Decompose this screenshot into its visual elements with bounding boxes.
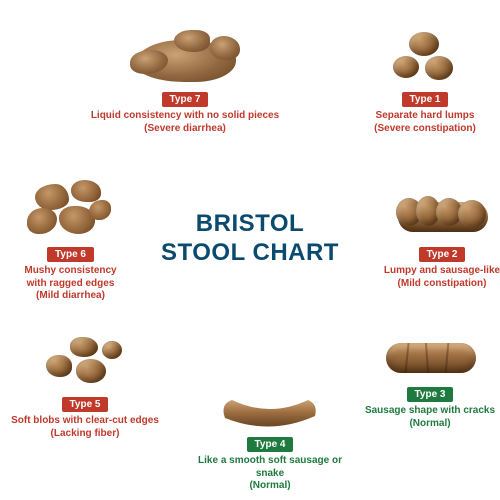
type-4-badge: Type 4 xyxy=(247,437,294,452)
type-7: Type 7 Liquid consistency with no solid … xyxy=(90,30,280,135)
type-2-desc-2: (Mild constipation) xyxy=(372,278,500,291)
type-1-illustration xyxy=(385,30,465,85)
type-1-desc-2: (Severe constipation) xyxy=(355,123,495,136)
type-4-desc-2: (Normal) xyxy=(185,480,355,493)
type-1-desc-1: Separate hard lumps xyxy=(355,110,495,123)
type-5: Type 5 Soft blobs with clear-cut edges (… xyxy=(10,335,160,440)
title-line-1: BRISTOL xyxy=(150,210,350,239)
type-3-illustration xyxy=(380,335,480,380)
type-1: Type 1 Separate hard lumps (Severe const… xyxy=(355,30,495,135)
type-3-badge: Type 3 xyxy=(407,387,454,402)
type-6-illustration xyxy=(23,180,118,240)
type-5-desc-1: Soft blobs with clear-cut edges xyxy=(10,415,160,428)
type-2-badge: Type 2 xyxy=(419,247,466,262)
type-5-badge: Type 5 xyxy=(62,397,109,412)
type-6-desc-1: Mushy consistency xyxy=(0,265,143,278)
chart-title: BRISTOL STOOL CHART xyxy=(150,210,350,268)
type-5-desc-2: (Lacking fiber) xyxy=(10,428,160,441)
type-5-illustration xyxy=(40,335,130,390)
type-6-badge: Type 6 xyxy=(47,247,94,262)
type-7-badge: Type 7 xyxy=(162,92,209,107)
type-3-desc-2: (Normal) xyxy=(360,418,500,431)
title-line-2: STOOL CHART xyxy=(150,239,350,268)
type-3: Type 3 Sausage shape with cracks (Normal… xyxy=(360,335,500,430)
type-7-desc-2: (Severe diarrhea) xyxy=(90,123,280,136)
type-4: Type 4 Like a smooth soft sausage or sna… xyxy=(185,380,355,493)
type-2: Type 2 Lumpy and sausage-like (Mild cons… xyxy=(372,190,500,290)
type-6-desc-3: (Mild diarrhea) xyxy=(0,290,143,303)
type-7-illustration xyxy=(130,30,240,85)
type-6: Type 6 Mushy consistency with ragged edg… xyxy=(0,180,143,303)
type-4-illustration xyxy=(210,380,330,430)
type-3-desc-1: Sausage shape with cracks xyxy=(360,405,500,418)
type-6-desc-2: with ragged edges xyxy=(0,278,143,291)
type-1-badge: Type 1 xyxy=(402,92,449,107)
type-2-desc-1: Lumpy and sausage-like xyxy=(372,265,500,278)
type-4-desc-1: Like a smooth soft sausage or snake xyxy=(185,455,355,480)
type-7-desc-1: Liquid consistency with no solid pieces xyxy=(90,110,280,123)
type-2-illustration xyxy=(392,190,492,240)
smooth-sausage-icon xyxy=(210,380,330,430)
